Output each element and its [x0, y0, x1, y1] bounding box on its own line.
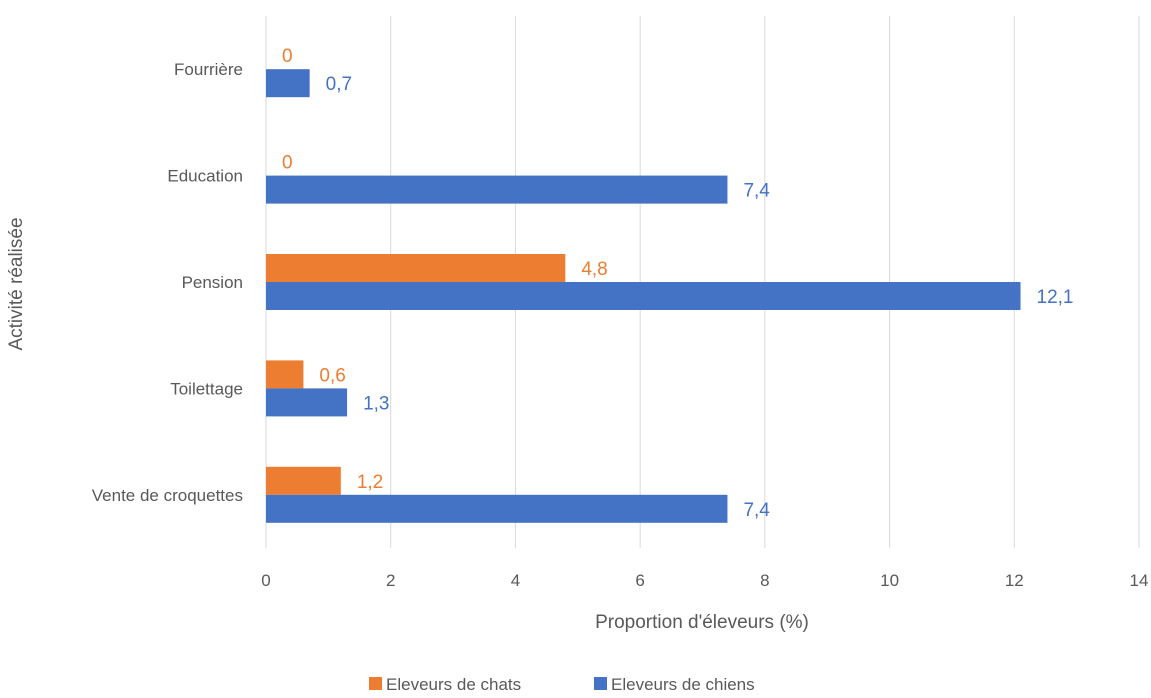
bar-dogs [266, 175, 728, 204]
data-label-dogs: 0,7 [326, 74, 352, 95]
legend: Eleveurs de chats Eleveurs de chiens [369, 675, 755, 694]
data-label-dogs: 7,4 [743, 500, 770, 521]
x-tick-label: 0 [261, 571, 270, 590]
data-label-cats: 0 [282, 153, 293, 174]
bar-cats [266, 466, 341, 495]
data-label-cats: 1,2 [357, 472, 383, 493]
x-tick-label: 8 [760, 571, 769, 590]
legend-swatch [369, 677, 382, 690]
data-labels: 0 0,7 0 7,4 4,8 12,1 0,6 1,3 1,2 7,4 [282, 46, 1074, 521]
x-tick-label: 10 [880, 571, 899, 590]
data-label-cats: 0 [282, 46, 293, 67]
y-axis-title: Activité réalisée [6, 217, 27, 350]
x-tick-label: 4 [511, 571, 520, 590]
bars [266, 69, 1021, 523]
x-tick-label: 12 [1005, 571, 1024, 590]
x-tick-label: 14 [1130, 571, 1149, 590]
bar-dogs [266, 282, 1021, 310]
data-label-cats: 0,6 [319, 365, 345, 386]
legend-label: Eleveurs de chats [386, 675, 521, 694]
bar-dogs [266, 494, 728, 523]
y-tick-label: Education [167, 167, 243, 186]
x-axis-title: Proportion d'éleveurs (%) [595, 612, 809, 633]
data-label-dogs: 12,1 [1037, 287, 1074, 308]
x-tick-label: 6 [635, 571, 644, 590]
data-label-dogs: 7,4 [743, 181, 770, 202]
y-tick-label: Vente de croquettes [92, 486, 243, 505]
y-axis-ticks: Fourrière Education Pension Toilettage Vente… [92, 60, 243, 505]
data-label-dogs: 1,3 [363, 393, 389, 414]
data-label-cats: 4,8 [581, 259, 607, 280]
bar-dogs [266, 388, 348, 417]
x-axis-ticks: 0 2 4 6 8 10 12 14 [261, 571, 1148, 590]
bar-cats [266, 254, 566, 282]
bar-cats [266, 360, 304, 389]
legend-label: Eleveurs de chiens [611, 675, 755, 694]
y-tick-label: Pension [182, 273, 243, 292]
x-tick-label: 2 [386, 571, 395, 590]
legend-swatch [594, 677, 607, 690]
y-tick-label: Toilettage [170, 379, 243, 398]
y-tick-label: Fourrière [174, 60, 243, 79]
bar-dogs [266, 69, 310, 98]
